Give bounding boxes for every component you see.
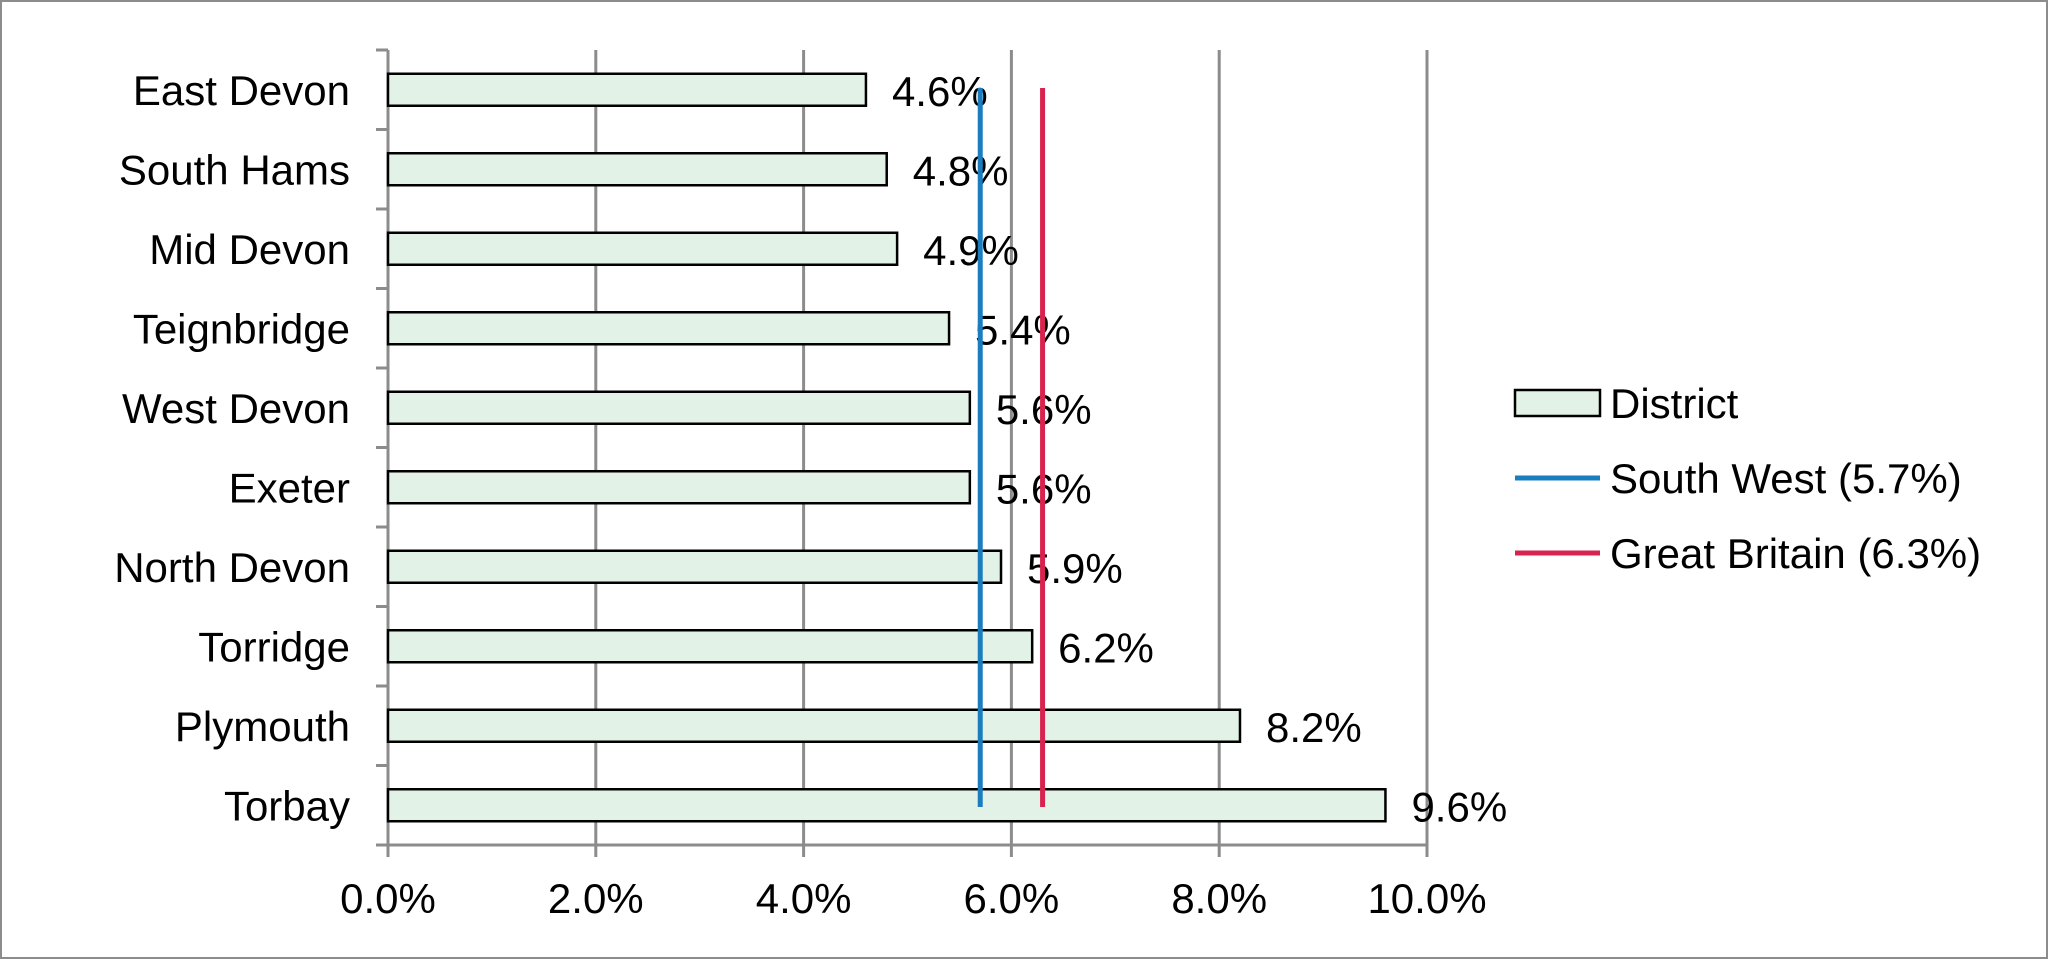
- category-label: South Hams: [119, 146, 350, 193]
- bar-north-devon: [386, 549, 1003, 584]
- bar-mid-devon: [386, 231, 899, 266]
- bar-torridge: [386, 629, 1034, 664]
- x-tick-label: 6.0%: [964, 875, 1060, 922]
- data-label: 4.6%: [892, 68, 988, 115]
- x-tick-label: 2.0%: [548, 875, 644, 922]
- data-label: 6.2%: [1058, 624, 1154, 671]
- legend-label-great-britain: Great Britain (6.3%): [1610, 530, 1981, 577]
- data-label: 4.8%: [913, 147, 1009, 194]
- category-label: Teignbridge: [133, 305, 350, 352]
- data-label: 4.9%: [923, 227, 1019, 274]
- legend-swatch-district: [1513, 388, 1602, 418]
- data-label: 8.2%: [1266, 704, 1362, 751]
- legend-label-district: District: [1610, 380, 1739, 427]
- category-label: Plymouth: [175, 703, 350, 750]
- category-label: East Devon: [133, 67, 350, 114]
- bar-south-hams: [386, 152, 888, 187]
- legend-label-south-west: South West (5.7%): [1610, 455, 1962, 502]
- x-tick-label: 8.0%: [1171, 875, 1267, 922]
- x-tick-label: 4.0%: [756, 875, 852, 922]
- category-label: Exeter: [229, 464, 350, 511]
- data-label: 9.6%: [1411, 783, 1507, 830]
- bar-torbay: [386, 788, 1387, 823]
- bar-exeter: [386, 470, 972, 505]
- bar-plymouth: [386, 708, 1242, 743]
- bar-west-devon: [386, 390, 972, 425]
- x-tick-label: 0.0%: [340, 875, 436, 922]
- category-label: West Devon: [122, 385, 350, 432]
- category-label: Torbay: [224, 782, 350, 829]
- bar-east-devon: [386, 72, 868, 107]
- category-label: Mid Devon: [149, 226, 350, 273]
- category-label: Torridge: [198, 623, 350, 670]
- bar-teignbridge: [386, 311, 951, 346]
- data-label: 5.4%: [975, 306, 1071, 353]
- category-label: North Devon: [114, 544, 350, 591]
- x-tick-label: 10.0%: [1367, 875, 1486, 922]
